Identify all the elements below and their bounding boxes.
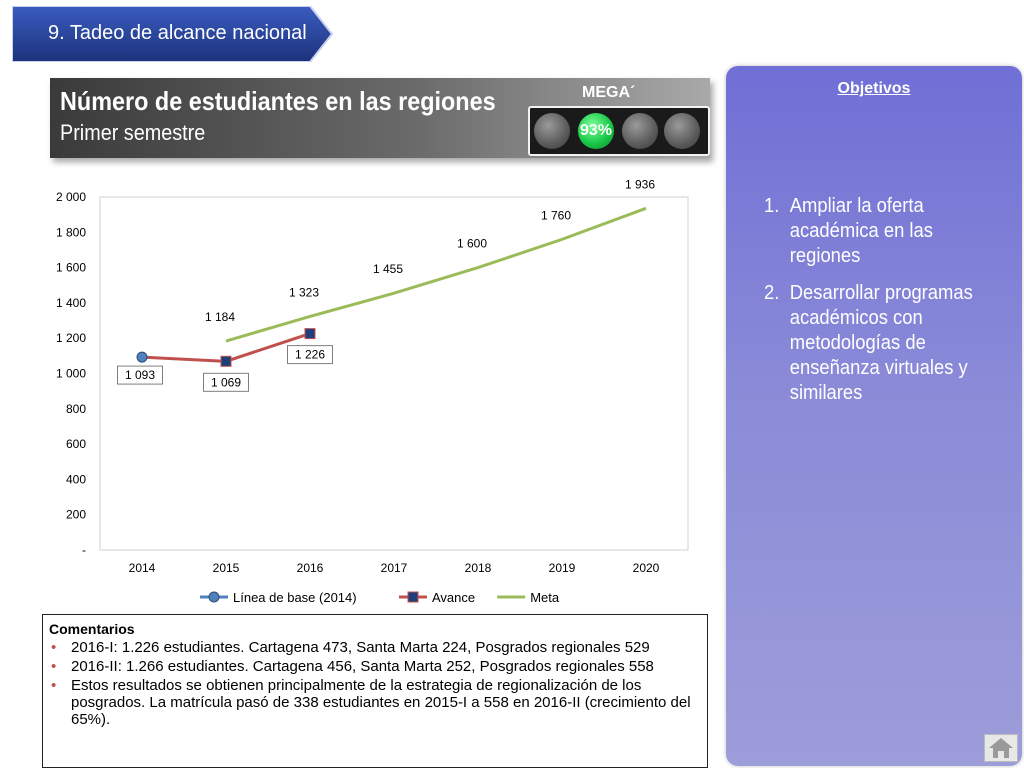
- x-tick-label: 2016: [297, 561, 324, 575]
- objective-number: 1.: [764, 195, 780, 217]
- data-label-box: [117, 365, 163, 385]
- data-label: 1 184: [205, 310, 235, 324]
- comments-title: Comentarios: [49, 621, 135, 637]
- legend-marker: [407, 591, 419, 603]
- objectives-title[interactable]: Objetivos: [837, 80, 911, 97]
- y-tick-label: 1 800: [56, 225, 86, 239]
- data-label: 1 069: [211, 375, 241, 389]
- legend-label: Meta: [530, 590, 560, 605]
- comments-list: • 2016-I: 1.226 estudiantes. Cartagena 47…: [51, 639, 699, 730]
- y-tick-label: 2 000: [56, 190, 86, 204]
- bullet-icon: •: [51, 658, 57, 675]
- data-label-box: [203, 372, 249, 392]
- traffic-light-off-3: [664, 113, 700, 149]
- bullet-icon: •: [51, 677, 57, 694]
- line-chart: - 200 400 600 800 1 000 1 200 1 400 1 600 1 800 2 …: [56, 177, 689, 605]
- legend-label: Avance: [432, 590, 475, 605]
- y-tick-label: 1 200: [56, 331, 86, 345]
- data-label: 1 455: [373, 262, 403, 276]
- comment-text: 2016-II: 1.266 estudiantes. Cartagena 45…: [71, 658, 654, 675]
- section-tag: 9. Tadeo de alcance nacional: [12, 6, 334, 62]
- traffic-light-indicator: 93%: [528, 106, 710, 156]
- y-tick-label: -: [82, 543, 86, 557]
- objective-item: 2. Desarrollar programas académicos con …: [764, 281, 994, 406]
- x-tick-label: 2014: [129, 561, 156, 575]
- chart-series: [136, 206, 647, 367]
- chart-axes: - 200 400 600 800 1 000 1 200 1 400 1 600 1 800 2 …: [56, 190, 689, 575]
- mega-percent: 93%: [579, 122, 613, 139]
- comment-text: Estos resultados se obtienen principalme…: [71, 677, 691, 728]
- home-button[interactable]: [984, 734, 1018, 762]
- home-icon: [989, 738, 1013, 758]
- title-banner: Número de estudiantes en las regiones Pr…: [50, 78, 710, 158]
- page-subtitle: Primer semestre: [60, 120, 206, 145]
- y-tick-label: 800: [66, 402, 86, 416]
- y-tick-label: 1 000: [56, 367, 86, 381]
- legend-label: Línea de base (2014): [233, 590, 357, 605]
- section-tag-shape: [12, 6, 334, 62]
- page-title: Número de estudiantes en las regiones: [60, 86, 496, 116]
- traffic-light-on: 93%: [578, 113, 614, 149]
- x-tick-label: 2015: [213, 561, 240, 575]
- plot-area: [99, 196, 689, 551]
- objective-text: Ampliar la oferta académica en las regio…: [789, 195, 933, 267]
- data-label: 1 323: [289, 285, 319, 299]
- data-label-box: [287, 345, 333, 365]
- data-point-marker: [136, 351, 148, 363]
- x-tick-label: 2018: [465, 561, 492, 575]
- data-label: 1 600: [457, 237, 487, 251]
- traffic-light-off-1: [534, 113, 570, 149]
- y-tick-label: 600: [66, 437, 86, 451]
- traffic-light-off-2: [622, 113, 658, 149]
- data-label: 1 936: [625, 177, 655, 191]
- data-label: 1 093: [125, 368, 155, 382]
- y-tick-label: 1 400: [56, 296, 86, 310]
- objective-item: 1. Ampliar la oferta académica en las re…: [764, 194, 994, 269]
- y-tick-label: 1 600: [56, 261, 86, 275]
- comments-box: Comentarios • 2016-I: 1.226 estudiantes. …: [42, 614, 708, 768]
- data-label: 1 226: [295, 348, 325, 362]
- chart-legend: Línea de base (2014) Avance Meta: [200, 590, 560, 605]
- objective-number: 2.: [764, 282, 780, 304]
- y-tick-label: 400: [66, 472, 86, 486]
- y-tick-label: 200: [66, 508, 86, 522]
- comment-item: • Estos resultados se obtienen principalm…: [51, 677, 699, 728]
- x-tick-label: 2017: [381, 561, 408, 575]
- comment-text: 2016-I: 1.226 estudiantes. Cartagena 473…: [71, 639, 650, 656]
- objectives-list: 1. Ampliar la oferta académica en las re…: [764, 194, 1014, 418]
- legend-marker: [208, 591, 220, 603]
- section-label: 9. Tadeo de alcance nacional: [48, 22, 307, 44]
- objective-text: Desarrollar programas académicos con met…: [789, 282, 973, 404]
- x-tick-label: 2019: [549, 561, 576, 575]
- data-point-marker: [304, 328, 316, 340]
- mega-label: MEGA´: [582, 84, 636, 101]
- bullet-icon: •: [51, 639, 57, 656]
- series-line-2: [225, 206, 647, 343]
- data-label: 1 760: [541, 208, 571, 222]
- data-point-marker: [220, 355, 232, 367]
- chart-data-labels: 1 184 1 323 1 455 1 600 1 760 1 936 1 093 1 069…: [117, 177, 655, 392]
- comment-item: • 2016-II: 1.266 estudiantes. Cartagena 4…: [51, 658, 699, 675]
- x-tick-label: 2020: [633, 561, 660, 575]
- objectives-panel: Objetivos 1. Ampliar la oferta académica…: [726, 66, 1022, 766]
- comment-item: • 2016-I: 1.226 estudiantes. Cartagena 47…: [51, 639, 699, 656]
